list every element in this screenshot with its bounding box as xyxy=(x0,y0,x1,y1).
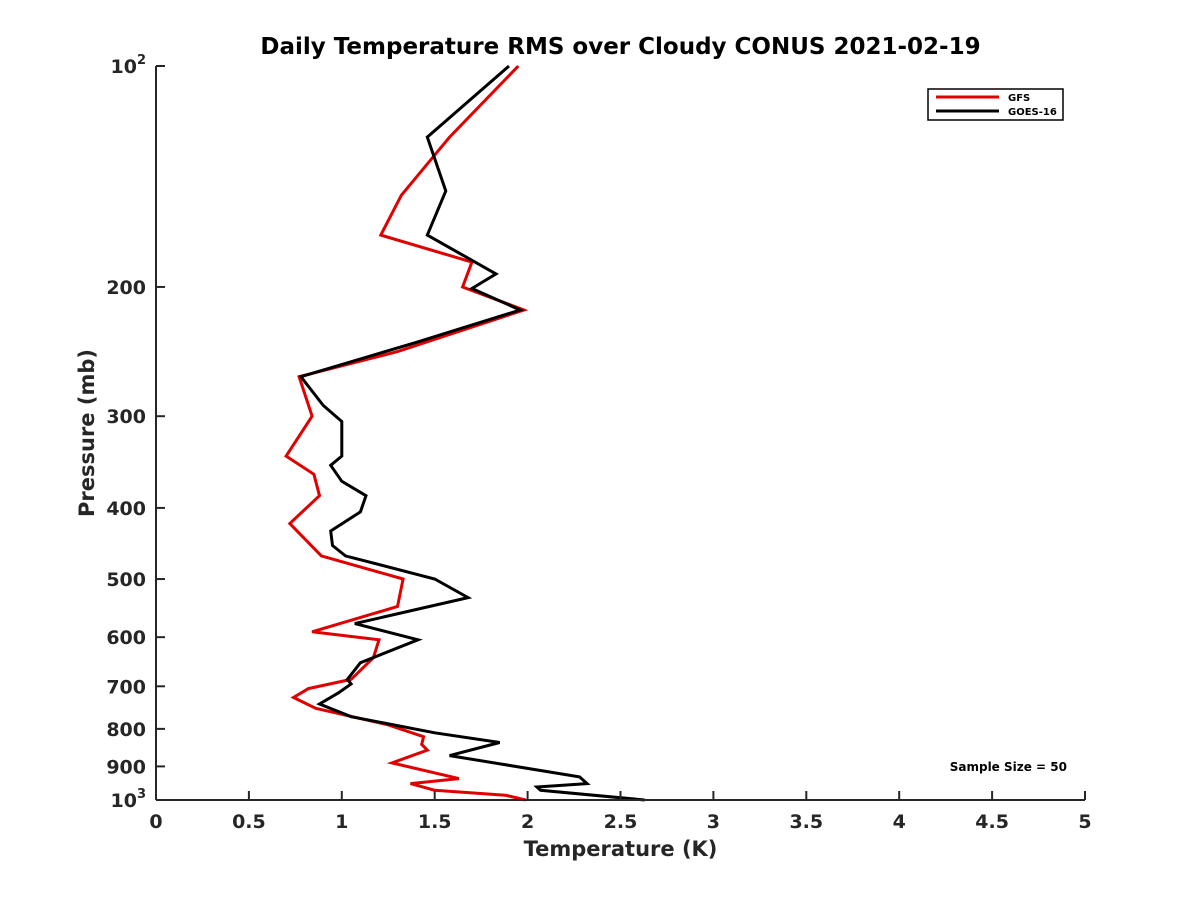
y-tick-label: 103 xyxy=(111,787,147,812)
series-line-goes-16 xyxy=(298,64,645,802)
y-tick-label: 102 xyxy=(111,53,147,78)
y-tick-label: 400 xyxy=(106,498,146,520)
y-tick-label: 600 xyxy=(106,627,146,649)
x-tick-label: 2 xyxy=(521,811,534,833)
y-tick-label: 900 xyxy=(106,756,146,778)
x-tick-label: 0.5 xyxy=(232,811,266,833)
y-tick-label: 200 xyxy=(106,277,146,299)
x-tick-label: 1 xyxy=(335,811,348,833)
sample-size-annotation: Sample Size = 50 xyxy=(950,760,1067,774)
x-tick-label: 2.5 xyxy=(604,811,638,833)
axes-layer: 0 0.5 1 1.5 2 2.5 3 3.5 4 4.5 5 102 200 300 400 500 600 7… xyxy=(106,53,1091,833)
x-tick-label: 4.5 xyxy=(975,811,1009,833)
series-layer xyxy=(284,64,645,802)
x-tick-label: 5 xyxy=(1078,811,1091,833)
y-tick-label: 300 xyxy=(106,406,146,428)
x-tick-label: 1.5 xyxy=(418,811,452,833)
legend: GFS GOES-16 xyxy=(927,88,1064,121)
y-tick-label: 800 xyxy=(106,719,146,741)
series-line-gfs xyxy=(284,64,529,802)
x-tick-label: 4 xyxy=(893,811,906,833)
legend-label: GOES-16 xyxy=(1008,107,1057,118)
legend-box xyxy=(927,88,1064,121)
legend-label: GFS xyxy=(1008,93,1030,104)
plot-area: 0 0.5 1 1.5 2 2.5 3 3.5 4 4.5 5 102 200 300 400 500 600 7… xyxy=(106,53,1091,833)
x-tick-label: 3.5 xyxy=(789,811,823,833)
x-axis-label: Temperature (K) xyxy=(524,837,718,861)
x-tick-label: 0 xyxy=(149,811,162,833)
y-axis-label: Pressure (mb) xyxy=(75,349,99,517)
y-tick-label: 500 xyxy=(106,569,146,591)
y-tick-label: 700 xyxy=(106,676,146,698)
chart-title: Daily Temperature RMS over Cloudy CONUS … xyxy=(260,34,980,60)
x-tick-label: 3 xyxy=(707,811,720,833)
